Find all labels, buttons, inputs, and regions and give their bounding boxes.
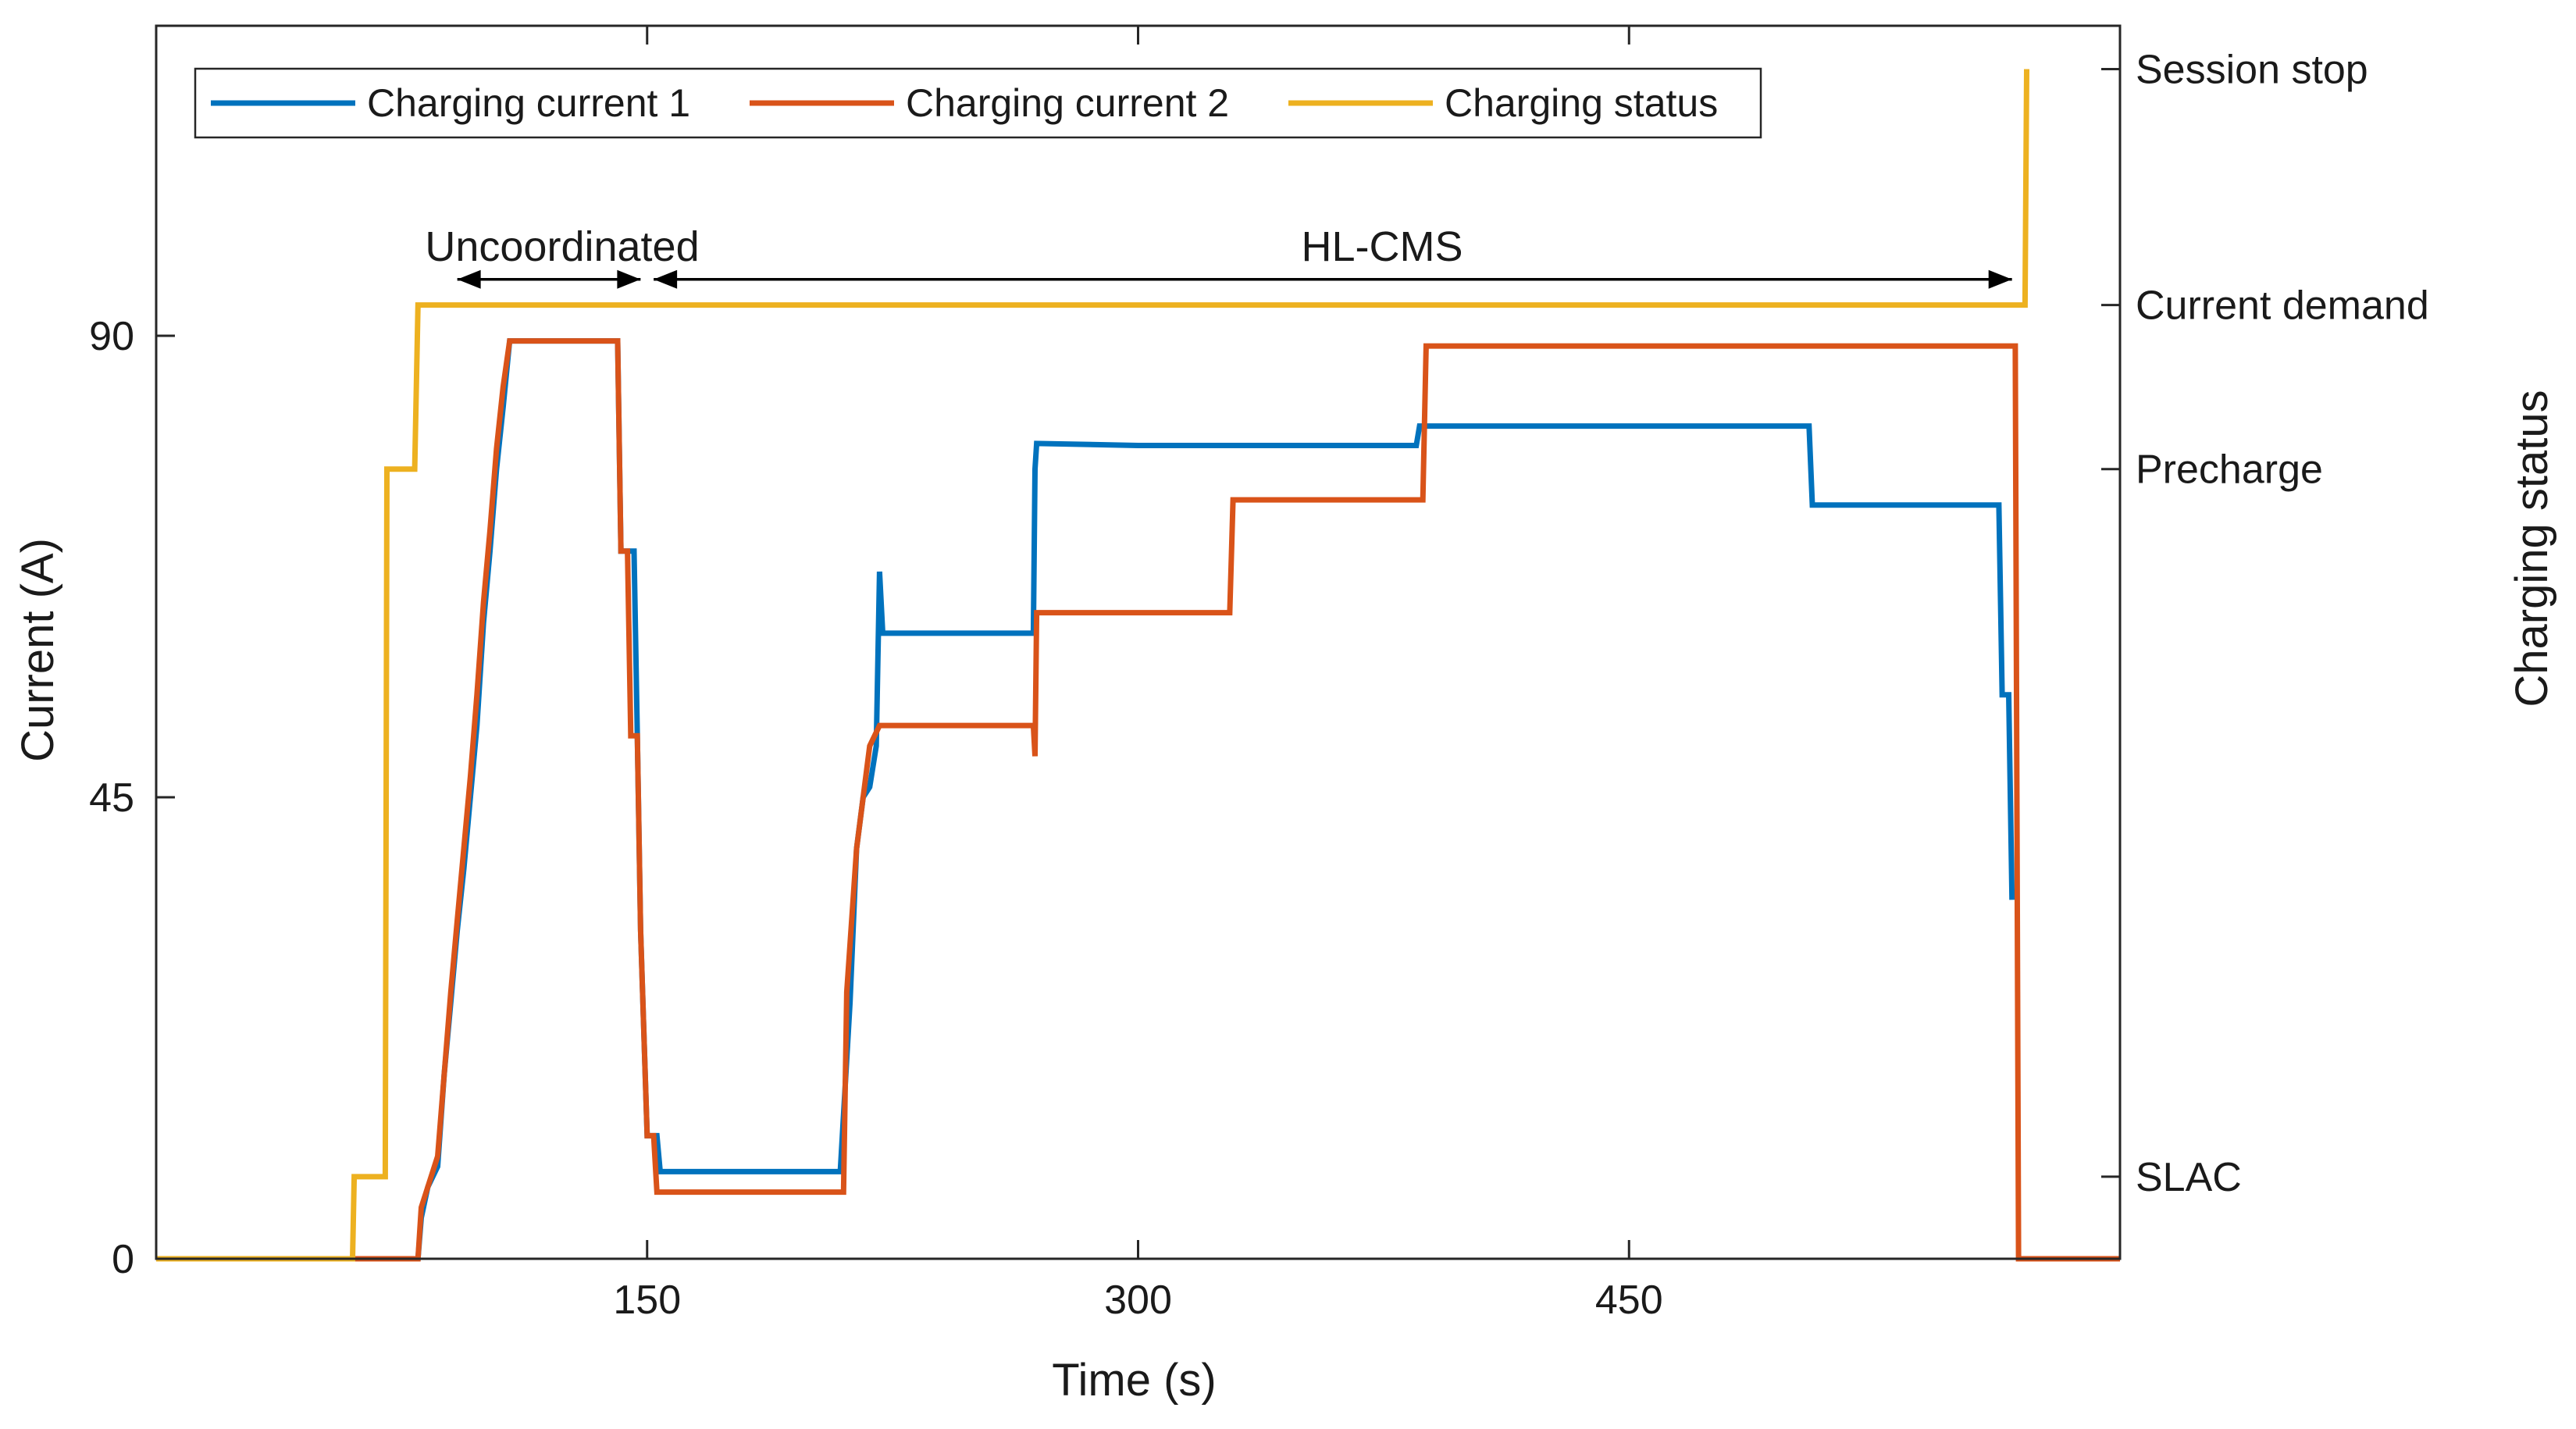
annotation-label: Uncoordinated [425, 223, 699, 270]
legend-box [194, 67, 1762, 139]
x-tick-label: 300 [1104, 1278, 1172, 1323]
annotations: Uncoordinated HL-CMS [425, 223, 2012, 289]
y-axis-label: Current (A) [12, 538, 63, 762]
legend-label-1: Charging current 1 [367, 81, 690, 125]
status-tick-label: Precharge [2136, 447, 2323, 493]
x-tick-label: 150 [613, 1278, 681, 1323]
series-line-2 [156, 338, 2120, 1262]
y-tick-label: 0 [112, 1237, 134, 1282]
status-tick-label: SLAC [2136, 1155, 2242, 1200]
y-tick-label: 90 [89, 314, 134, 359]
annotation-arrowhead-left [457, 269, 481, 289]
x-tick-label: 450 [1595, 1278, 1663, 1323]
status-tick-label: Current demand [2136, 283, 2429, 329]
series-line-3 [156, 69, 2029, 1262]
annotation-arrowhead-right [1988, 269, 2012, 289]
annotation-arrowhead-right [617, 269, 641, 289]
x-axis: 150 300 450 [613, 26, 1663, 1323]
status-tick-label: Session stop [2136, 48, 2368, 93]
annotation-arrowhead-left [654, 269, 678, 289]
x-axis-label: Time (s) [1052, 1355, 1216, 1406]
y-tick-label: 45 [89, 775, 134, 821]
y2-axis-label: Charging status [2507, 390, 2557, 707]
annotation-label: HL-CMS [1301, 223, 1463, 270]
y-axis-right: SLAC Precharge Current demand Session stop [2101, 48, 2429, 1200]
legend-label-3: Charging status [1445, 81, 1718, 125]
series-layer [156, 69, 2120, 1262]
legend-items: Charging current 1 Charging current 2 Char… [211, 81, 1718, 125]
legend: Charging current 1 Charging current 2 Char… [194, 67, 1762, 139]
legend-label-2: Charging current 2 [906, 81, 1229, 125]
y-axis-left: 0 45 90 [89, 314, 175, 1282]
